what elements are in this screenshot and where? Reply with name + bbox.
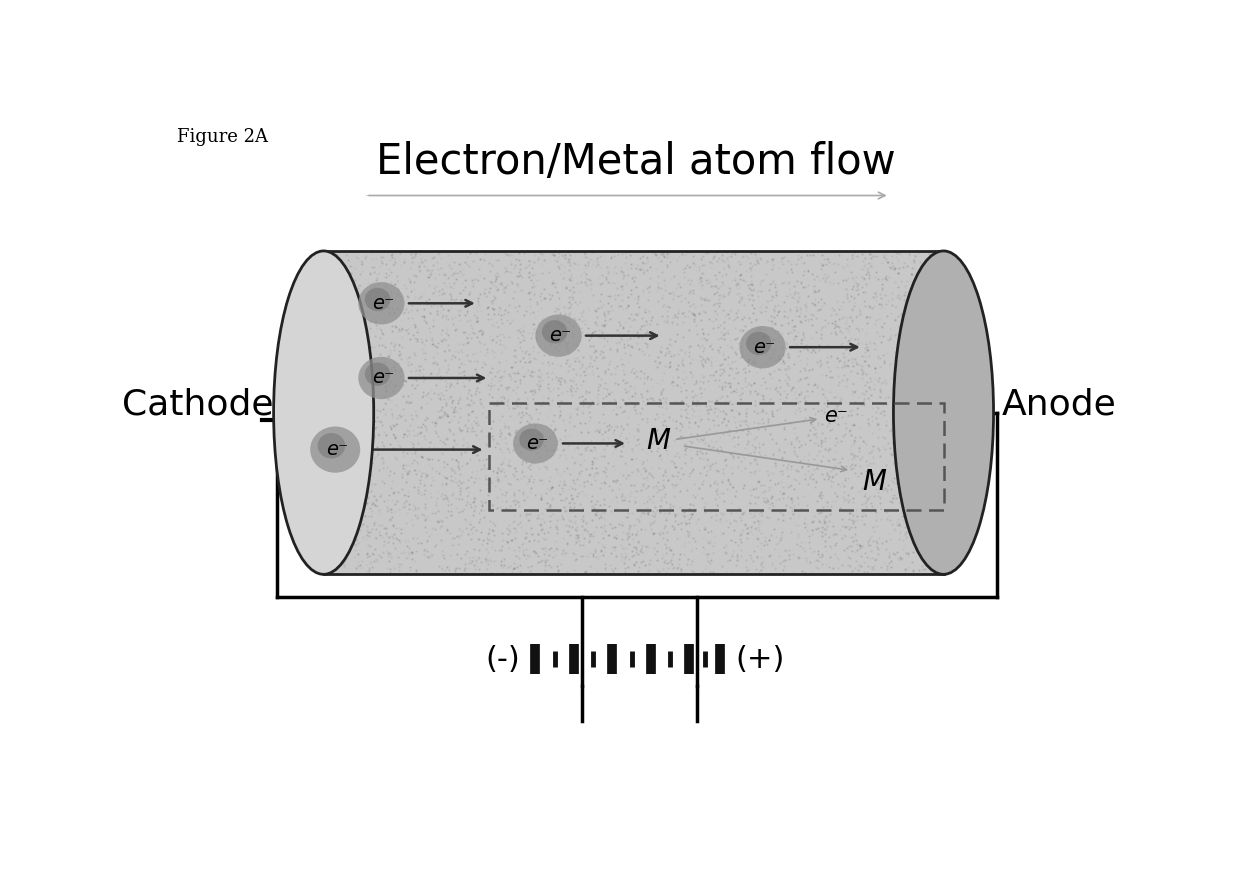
- Text: Anode: Anode: [1001, 388, 1116, 422]
- Text: M: M: [862, 468, 887, 496]
- Text: e⁻: e⁻: [372, 369, 394, 387]
- Ellipse shape: [739, 326, 786, 368]
- Ellipse shape: [365, 288, 391, 311]
- Ellipse shape: [358, 357, 404, 399]
- Ellipse shape: [746, 331, 771, 355]
- Ellipse shape: [520, 428, 544, 451]
- Ellipse shape: [274, 251, 373, 575]
- Ellipse shape: [365, 363, 391, 385]
- Ellipse shape: [894, 251, 993, 575]
- Bar: [324, 251, 944, 575]
- Text: e⁻: e⁻: [753, 337, 775, 357]
- Text: e⁻: e⁻: [372, 294, 394, 313]
- Text: Cathode: Cathode: [122, 388, 274, 422]
- Text: e⁻: e⁻: [823, 406, 848, 426]
- Text: (-): (-): [485, 644, 520, 673]
- Ellipse shape: [536, 315, 582, 357]
- Text: (+): (+): [735, 644, 785, 673]
- Text: M: M: [646, 427, 671, 455]
- Text: Electron/Metal atom flow: Electron/Metal atom flow: [376, 141, 895, 183]
- Text: Figure 2A: Figure 2A: [177, 127, 268, 146]
- Text: e⁻: e⁻: [526, 434, 548, 453]
- Bar: [490, 404, 944, 509]
- Ellipse shape: [358, 283, 404, 324]
- Ellipse shape: [542, 320, 568, 344]
- Ellipse shape: [513, 424, 558, 463]
- Text: e⁻: e⁻: [549, 326, 572, 345]
- Text: e⁻: e⁻: [326, 440, 348, 459]
- Ellipse shape: [310, 426, 361, 473]
- Ellipse shape: [317, 433, 345, 459]
